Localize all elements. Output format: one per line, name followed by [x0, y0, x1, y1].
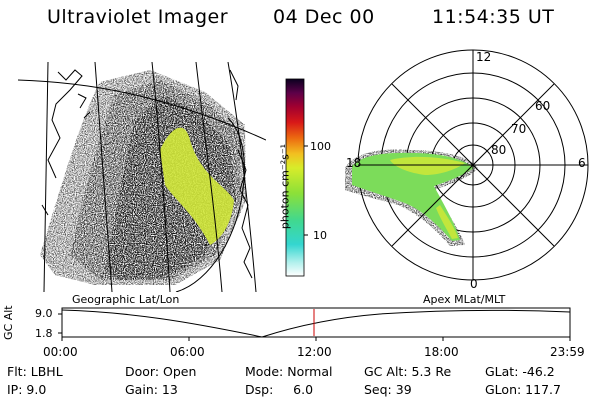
altitude-ytick-bottom: 1.8: [35, 327, 53, 340]
status-seq: Seq: 39: [364, 382, 412, 397]
status-mode: Mode: Normal: [245, 364, 333, 379]
colorbar-tick-100: 100: [310, 140, 331, 153]
aurora-yellow-left: [160, 127, 234, 245]
mlt-label-6: 6: [578, 156, 586, 170]
x-tick-2359: 23:59: [550, 345, 585, 359]
image-time: 11:54:35 UT: [432, 6, 555, 28]
status-gain: Gain: 13: [125, 382, 178, 397]
status-glon: GLon: 117.7: [485, 382, 561, 397]
colorbar-gradient: [285, 78, 305, 277]
mlt-label-0: 0: [470, 277, 478, 291]
left-panel-caption: Geographic Lat/Lon: [72, 293, 180, 306]
colorbar-tick-10: 10: [313, 229, 327, 242]
altitude-ylabel: GC Alt: [2, 305, 15, 340]
altitude-ytick-top: 9.0: [35, 307, 53, 320]
mlt-label-12: 12: [476, 50, 492, 64]
status-ip: IP: 9.0: [7, 382, 47, 397]
status-gc-alt: GC Alt: 5.3 Re: [364, 364, 452, 379]
mlt-label-18: 18: [346, 156, 362, 170]
image-date: 04 Dec 00: [273, 6, 375, 28]
x-tick-0600: 06:00: [170, 345, 205, 359]
status-door: Door: Open: [125, 364, 197, 379]
altitude-curve: [61, 309, 571, 338]
mlat-label-70: 70: [511, 122, 527, 136]
x-tick-0000: 00:00: [43, 345, 78, 359]
mlat-label-60: 60: [535, 99, 551, 113]
mlat-label-80: 80: [491, 143, 507, 157]
x-tick-1200: 12:00: [297, 345, 332, 359]
app-title: Ultraviolet Imager: [47, 6, 229, 28]
x-tick-1800: 18:00: [424, 345, 459, 359]
status-dsp: Dsp: 6.0: [245, 382, 314, 397]
status-filter: Flt: LBHL: [7, 364, 63, 379]
status-glat: GLat: -46.2: [485, 364, 555, 379]
aurora-polar: [345, 149, 478, 246]
right-panel-caption: Apex MLat/MLT: [423, 293, 506, 306]
